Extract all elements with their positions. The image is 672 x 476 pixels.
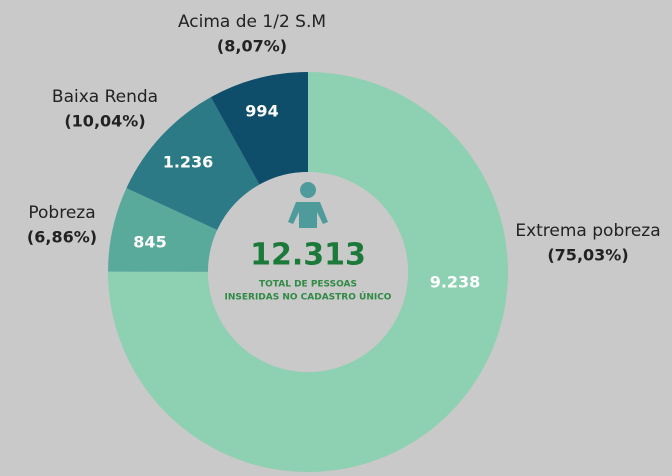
percent-label: (75,03%): [547, 246, 628, 265]
value-label: 845: [133, 233, 166, 252]
category-label: Pobreza: [28, 203, 95, 223]
value-label: 994: [245, 102, 278, 121]
category-label: Baixa Renda: [52, 87, 158, 107]
percent-label: (6,86%): [27, 228, 97, 247]
percent-label: (10,04%): [64, 112, 145, 131]
slices: [107, 72, 508, 472]
slice: [107, 72, 508, 472]
center-text: INSERIDAS NO CADASTRO ÚNICO: [225, 291, 392, 303]
center-text: TOTAL DE PESSOAS: [259, 280, 357, 290]
donut-hole: [208, 172, 408, 372]
slice: [210, 72, 308, 185]
slice: [108, 188, 218, 272]
total: 12.313: [250, 238, 366, 273]
category-label: Acima de 1/2 S.M: [178, 12, 326, 32]
percent-label: (8,07%): [217, 37, 287, 56]
value-label: 9.238: [430, 273, 481, 292]
category-label: Extrema pobreza: [515, 221, 660, 241]
person-icon: [288, 182, 328, 228]
slice: [126, 97, 260, 231]
value-label: 1.236: [163, 153, 214, 172]
